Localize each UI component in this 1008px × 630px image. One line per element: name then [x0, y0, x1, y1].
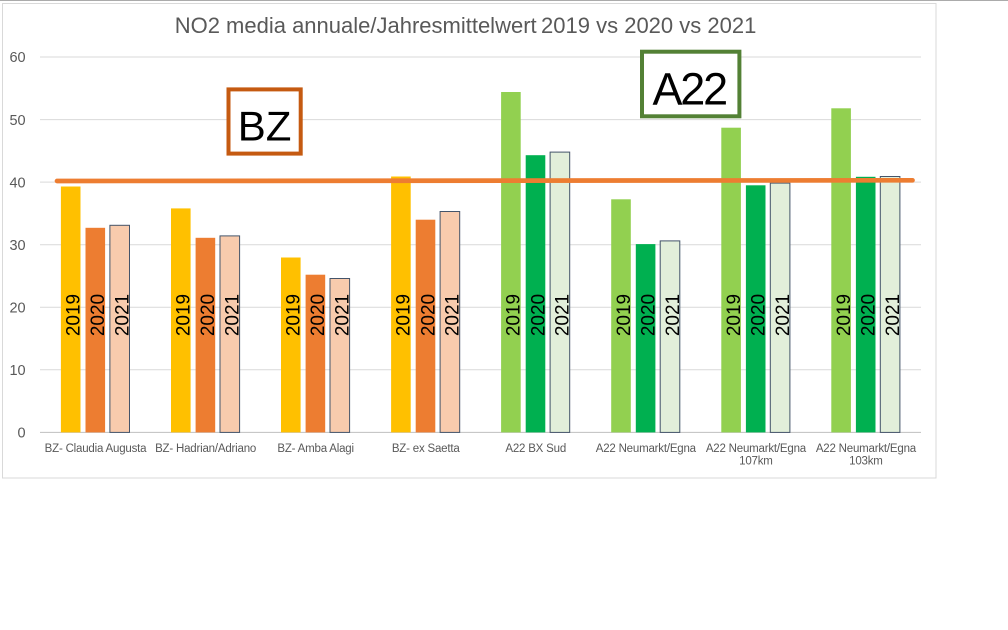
- svg-text:103km: 103km: [849, 456, 883, 468]
- svg-text:A22 BX Sud: A22 BX Sud: [505, 443, 566, 455]
- svg-text:A22: A22: [652, 64, 726, 115]
- svg-text:2020: 2020: [198, 294, 219, 336]
- svg-text:2019: 2019: [724, 294, 745, 336]
- svg-text:BZ: BZ: [238, 103, 292, 150]
- svg-text:10: 10: [9, 363, 25, 379]
- svg-text:BZ- Hadrian/Adriano: BZ- Hadrian/Adriano: [155, 443, 256, 455]
- svg-text:107km: 107km: [739, 456, 773, 468]
- svg-text:2020: 2020: [308, 294, 329, 336]
- svg-text:0: 0: [18, 426, 26, 442]
- svg-text:2019: 2019: [834, 294, 855, 336]
- svg-text:2019: 2019: [174, 294, 195, 336]
- svg-text:2021: 2021: [883, 294, 904, 336]
- svg-text:2020: 2020: [88, 294, 109, 336]
- svg-text:2020: 2020: [638, 294, 659, 336]
- svg-text:A22 Neumarkt/Egna: A22 Neumarkt/Egna: [596, 443, 697, 455]
- svg-text:2020: 2020: [749, 294, 770, 336]
- svg-text:NO2 media annuale/Jahresmittel: NO2 media annuale/Jahresmittelwert 2019 …: [175, 13, 757, 38]
- svg-text:2019: 2019: [394, 294, 415, 336]
- svg-text:60: 60: [9, 50, 25, 66]
- svg-text:2020: 2020: [528, 294, 549, 336]
- svg-text:30: 30: [9, 238, 25, 254]
- svg-text:A22 Neumarkt/Egna: A22 Neumarkt/Egna: [816, 443, 917, 455]
- svg-text:2020: 2020: [859, 294, 880, 336]
- svg-text:BZ- Claudia Augusta: BZ- Claudia Augusta: [45, 443, 147, 455]
- svg-text:2021: 2021: [443, 294, 464, 336]
- svg-text:2021: 2021: [773, 294, 794, 336]
- svg-text:2019: 2019: [63, 294, 84, 336]
- svg-text:2021: 2021: [333, 294, 354, 336]
- svg-text:2019: 2019: [614, 294, 635, 336]
- svg-text:A22 Neumarkt/Egna: A22 Neumarkt/Egna: [706, 443, 807, 455]
- svg-text:2021: 2021: [663, 294, 684, 336]
- svg-text:20: 20: [9, 301, 25, 317]
- svg-text:2019: 2019: [284, 294, 305, 336]
- svg-text:BZ- ex Saetta: BZ- ex Saetta: [392, 443, 461, 455]
- svg-text:2020: 2020: [418, 294, 439, 336]
- svg-text:50: 50: [9, 113, 25, 129]
- svg-text:2019: 2019: [504, 294, 525, 336]
- svg-text:40: 40: [9, 175, 25, 191]
- svg-text:2021: 2021: [223, 294, 244, 336]
- svg-text:2021: 2021: [112, 294, 133, 336]
- svg-text:2021: 2021: [553, 294, 574, 336]
- svg-text:BZ- Amba Alagi: BZ- Amba Alagi: [277, 443, 353, 455]
